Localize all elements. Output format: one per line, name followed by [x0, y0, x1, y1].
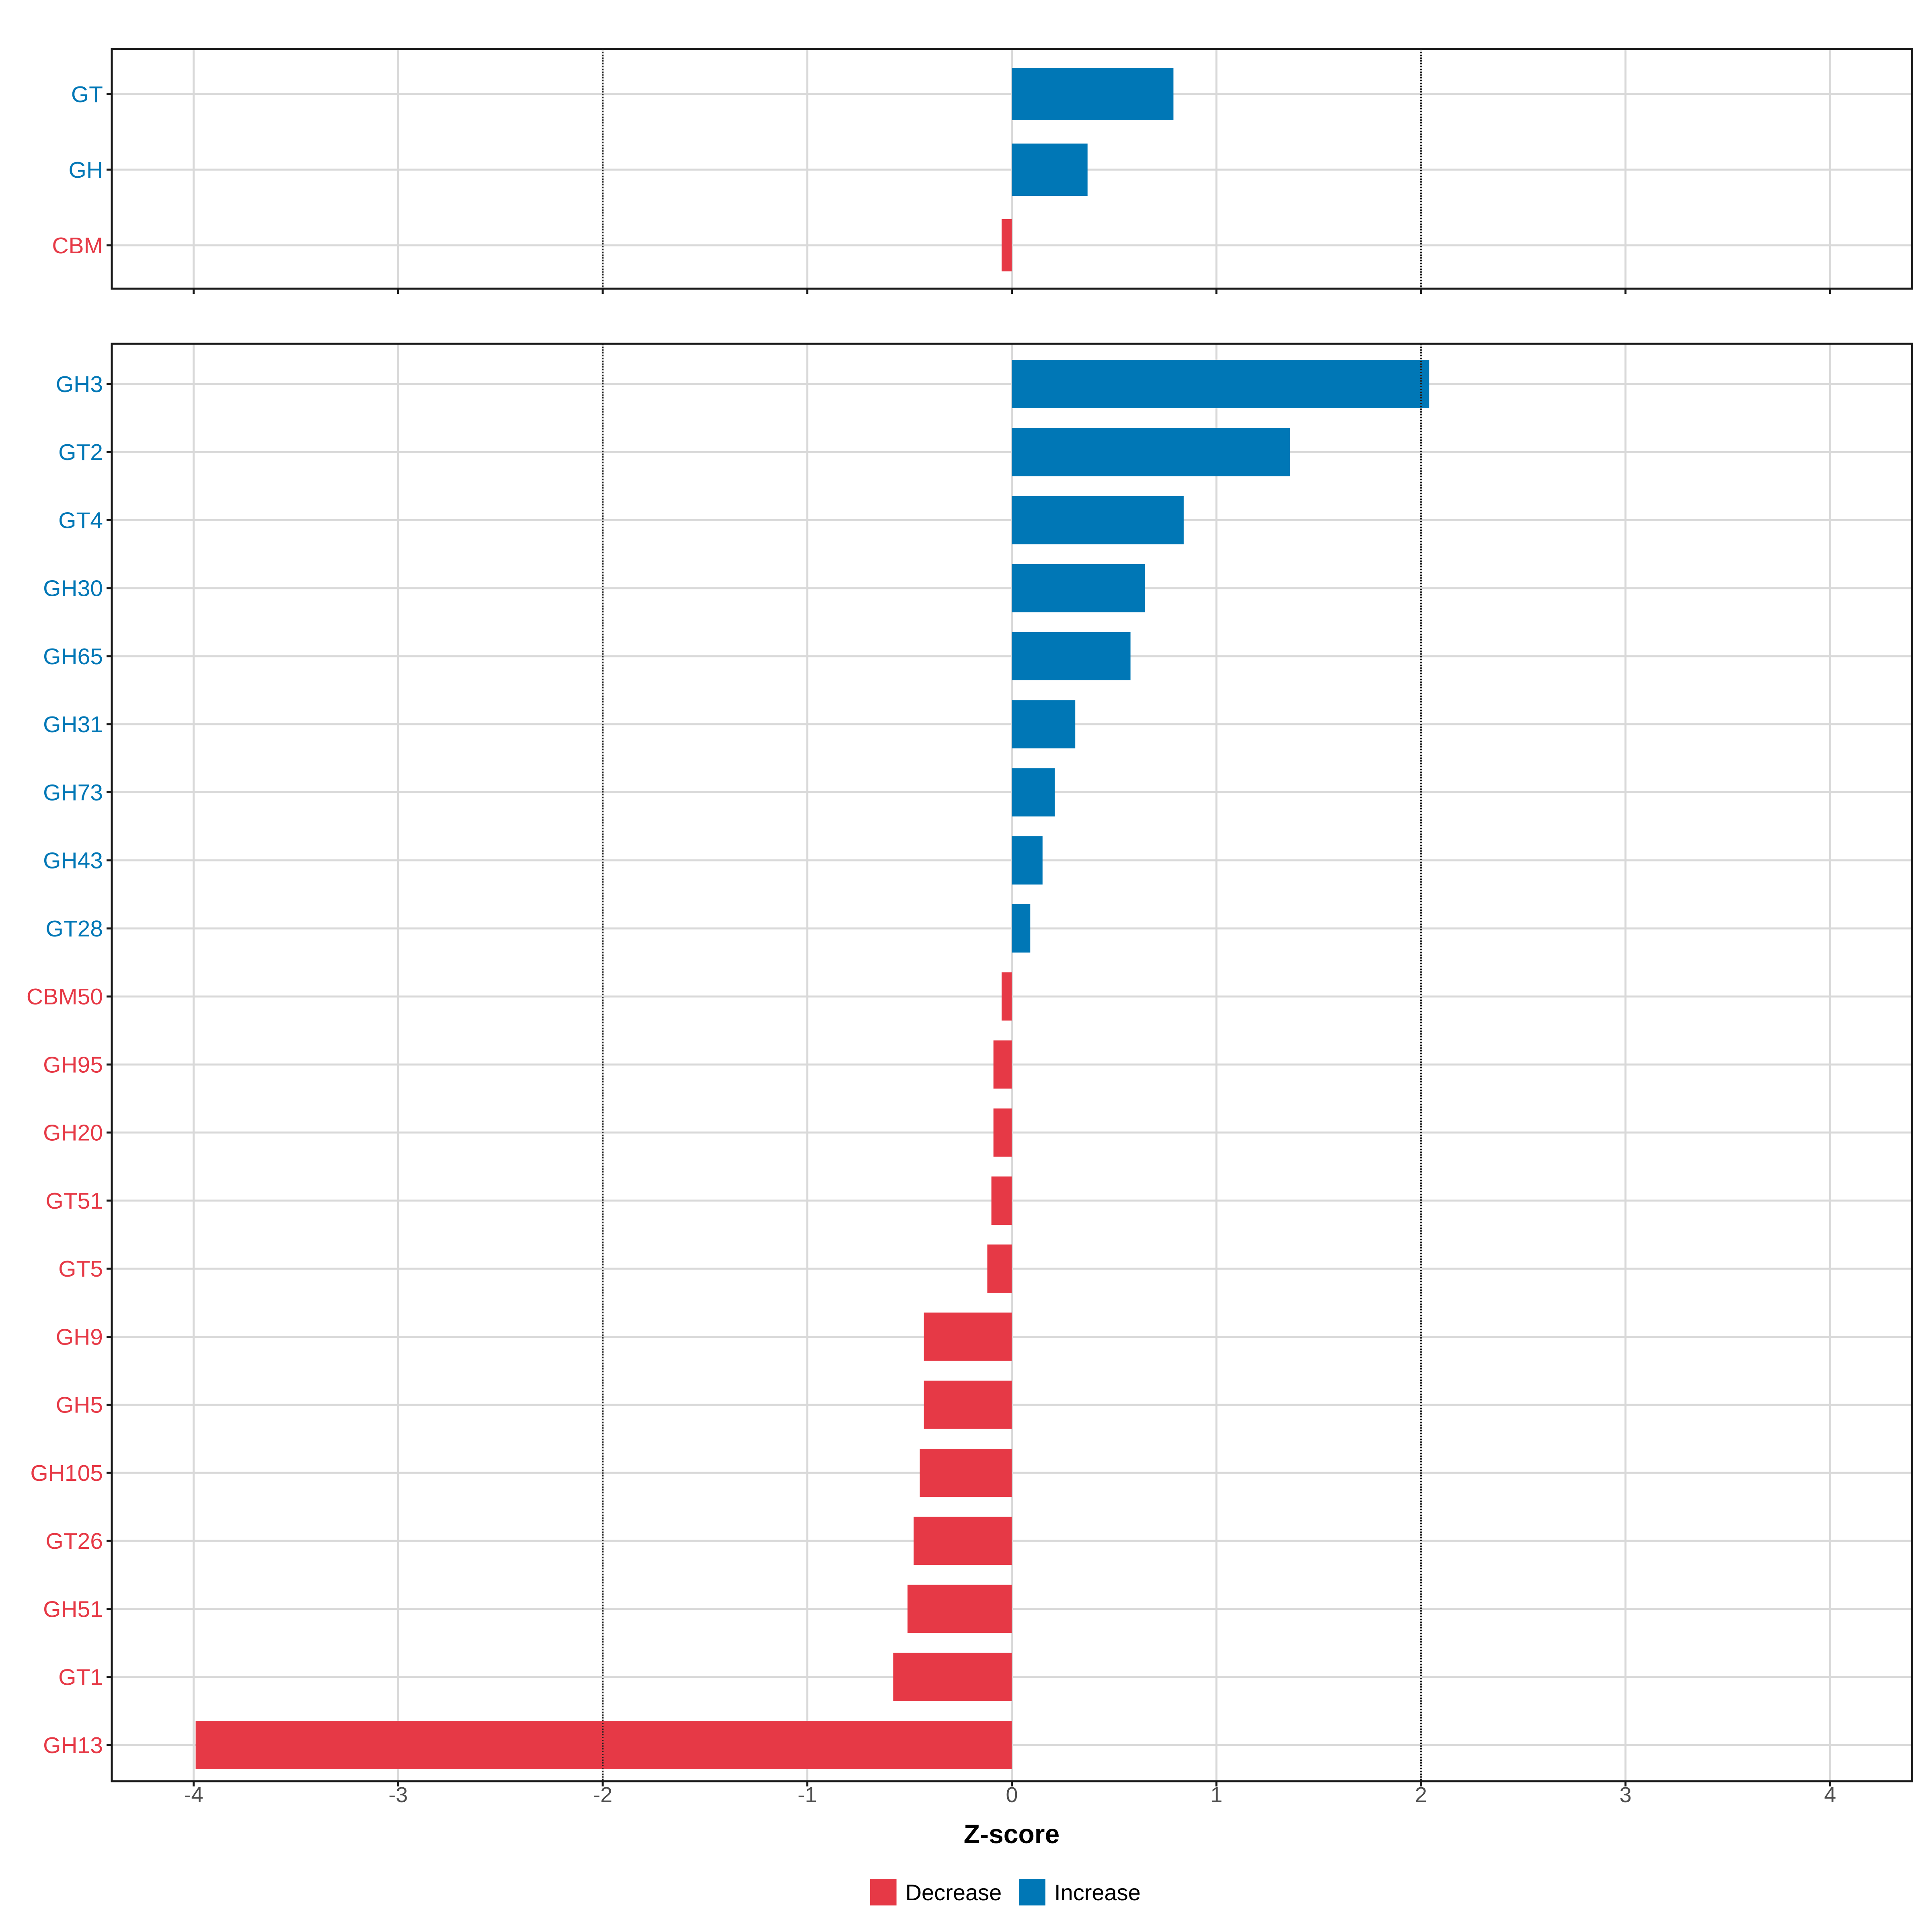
y-tick-label-gt26: GT26 — [45, 1528, 103, 1554]
y-tick-label-gh43: GH43 — [43, 848, 103, 874]
legend-key-increase — [1019, 1879, 1045, 1905]
y-tick-label-gt4: GT4 — [58, 507, 103, 533]
x-tick-label: 3 — [1620, 1783, 1632, 1807]
y-tick-label-gh: GH — [69, 157, 103, 183]
y-tick-label-gh3: GH3 — [56, 372, 103, 397]
bar-gt5 — [987, 1244, 1012, 1293]
y-tick-label-gt2: GT2 — [58, 439, 103, 465]
bar-gh9 — [924, 1312, 1012, 1361]
bar-gh95 — [993, 1040, 1012, 1089]
y-tick-label-gt5: GT5 — [58, 1256, 103, 1282]
y-tick-label-gh13: GH13 — [43, 1733, 103, 1758]
legend-label-decrease: Decrease — [905, 1880, 1002, 1905]
y-tick-label-gh73: GH73 — [43, 780, 103, 805]
y-tick-label-gh9: GH9 — [56, 1324, 103, 1350]
y-tick-label-gt1: GT1 — [58, 1665, 103, 1690]
bar-gh13 — [195, 1721, 1012, 1769]
y-tick-label-gh20: GH20 — [43, 1120, 103, 1146]
x-tick-label: 1 — [1210, 1783, 1222, 1807]
panel-frame — [111, 343, 1913, 1782]
y-tick-label-gh5: GH5 — [56, 1392, 103, 1418]
bar-gh — [1012, 144, 1088, 196]
y-tick-label-gh65: GH65 — [43, 644, 103, 669]
top-panel: GT GH CBM — [52, 48, 1913, 294]
bar-gt1 — [893, 1653, 1012, 1701]
bar-gh20 — [993, 1108, 1012, 1157]
legend: Decrease Increase — [870, 1879, 1141, 1905]
x-axis: -4 -3 -2 -1 0 1 2 3 4 — [184, 1783, 1836, 1807]
x-tick-label: -4 — [184, 1783, 203, 1807]
y-tick-label-gt: GT — [71, 82, 103, 107]
bar-gt2 — [1012, 428, 1290, 476]
x-axis-title: Z-score — [964, 1819, 1059, 1849]
bar-gh3 — [1012, 360, 1429, 408]
bar-gt26 — [914, 1517, 1012, 1565]
legend-label-increase: Increase — [1054, 1880, 1141, 1905]
y-tick-label-gh31: GH31 — [43, 712, 103, 737]
bar-gt4 — [1012, 496, 1184, 544]
y-tick-label-gh30: GH30 — [43, 576, 103, 602]
y-tick-label-gt28: GT28 — [45, 916, 103, 942]
y-tick-label-gh51: GH51 — [43, 1596, 103, 1622]
x-tick-label: 2 — [1415, 1783, 1427, 1807]
bar-gt28 — [1012, 904, 1031, 953]
legend-key-decrease — [870, 1879, 897, 1905]
bar-cbm — [1002, 219, 1012, 271]
x-tick-label: 0 — [1006, 1783, 1018, 1807]
x-tick-label: -3 — [388, 1783, 408, 1807]
y-tick-label-gh105: GH105 — [30, 1460, 103, 1486]
panel-frame — [111, 48, 1913, 290]
y-tick-label-gh95: GH95 — [43, 1052, 103, 1078]
y-tick-label-cbm50: CBM50 — [27, 984, 103, 1010]
bar-gh5 — [924, 1380, 1012, 1429]
bar-gt — [1012, 68, 1174, 120]
bar-gt51 — [991, 1176, 1012, 1225]
bar-cbm50 — [1002, 972, 1012, 1021]
y-tick-label-cbm: CBM — [52, 233, 103, 259]
bottom-panel: GH3 GT2 GT4 GH30 GH65 GH31 GH73 GH43 GT28 CBM50 GH… — [27, 343, 1913, 1786]
bar-gh73 — [1012, 768, 1055, 817]
bar-gh43 — [1012, 836, 1043, 885]
bar-gh51 — [908, 1585, 1012, 1633]
x-tick-label: -2 — [593, 1783, 612, 1807]
y-tick-label-gt51: GT51 — [45, 1188, 103, 1214]
x-tick-label: -1 — [798, 1783, 817, 1807]
bar-gh65 — [1012, 632, 1131, 680]
bar-gh105 — [920, 1449, 1012, 1497]
bar-gh30 — [1012, 564, 1145, 612]
bar-gh31 — [1012, 700, 1076, 749]
x-tick-label: 4 — [1824, 1783, 1836, 1807]
